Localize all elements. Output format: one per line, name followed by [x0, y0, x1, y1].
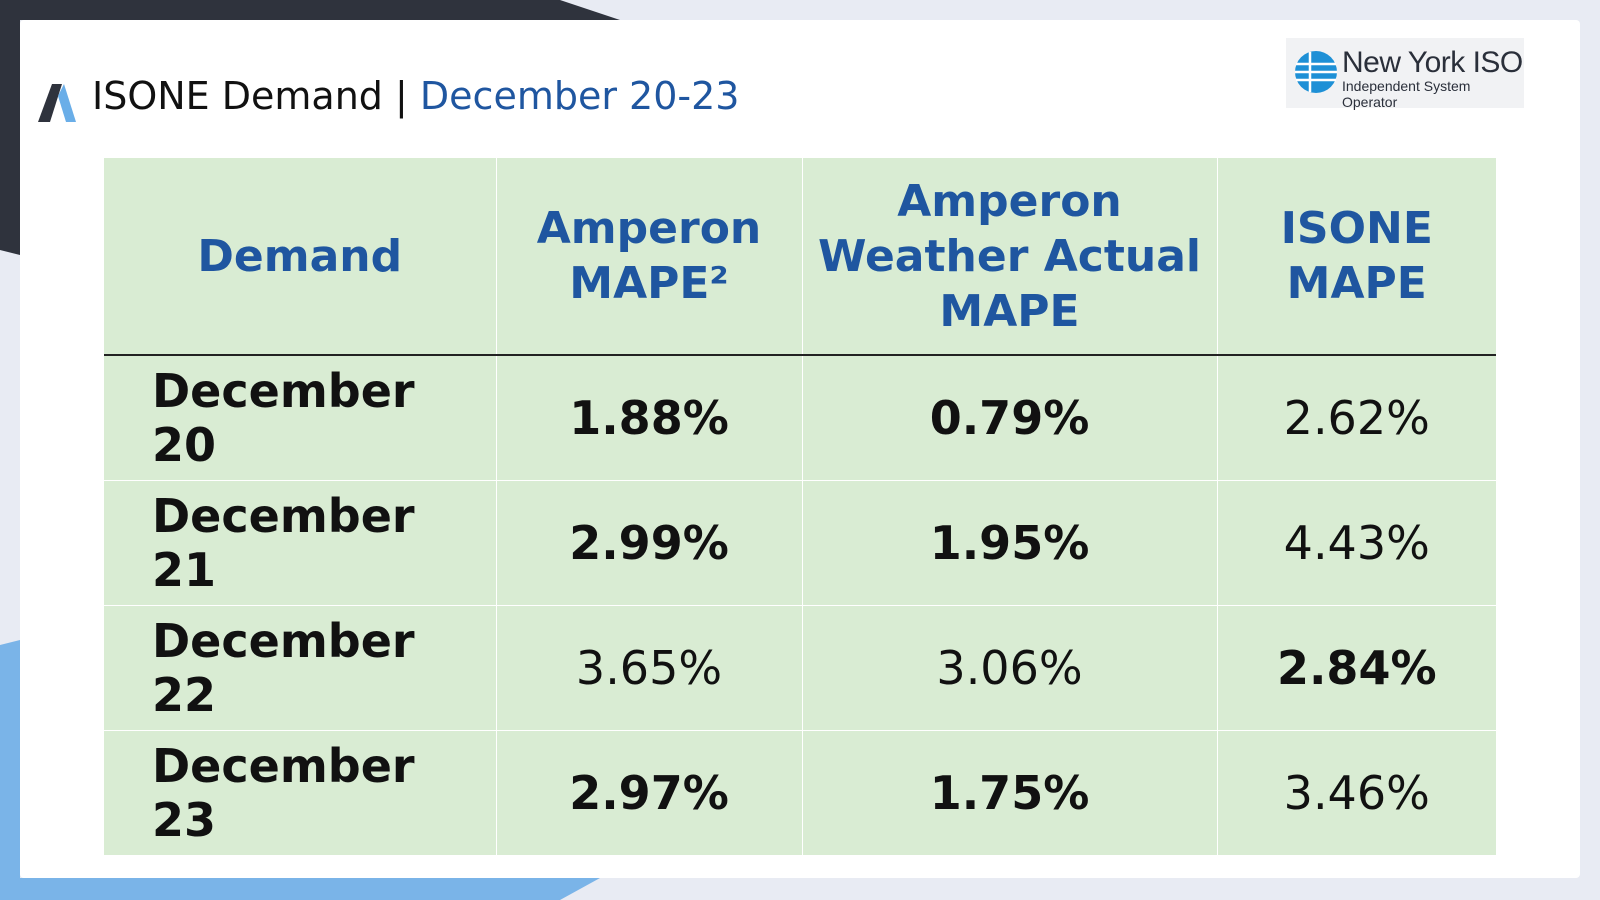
cell: 4.43%: [1216, 480, 1496, 606]
cell: 3.06%: [801, 605, 1217, 731]
table-row: December 22 3.65% 3.06% 2.84%: [104, 605, 1496, 731]
row-label: December 23: [104, 730, 496, 855]
logo: New York ISO Independent System Operator: [1286, 38, 1524, 110]
cell: 2.97%: [495, 730, 802, 855]
column-header: ISONE MAPE: [1216, 158, 1496, 356]
cell: 0.79%: [801, 354, 1217, 481]
table-row: December 21 2.99% 1.95% 4.43%: [104, 480, 1496, 606]
slide-title: ISONE Demand | December 20-23: [92, 74, 739, 118]
cell: 2.84%: [1216, 605, 1496, 731]
table-body: December 20 1.88% 0.79% 2.62% December 21 2.9…: [104, 354, 1496, 855]
row-label: December 22: [104, 605, 496, 731]
subtitle: December 20-23: [419, 74, 740, 118]
column-header: Demand: [104, 158, 496, 356]
header-row: Demand Amperon MAPE² Amperon Weather Actua…: [104, 158, 1496, 356]
cell: 3.65%: [495, 605, 802, 731]
cell: 2.99%: [495, 480, 802, 606]
title: ISONE Demand: [92, 74, 383, 118]
amperon-icon: [38, 84, 76, 122]
table-row: December 23 2.97% 1.75% 3.46%: [104, 730, 1496, 855]
column-header: Amperon MAPE²: [495, 158, 802, 356]
cell: 1.88%: [495, 354, 802, 481]
table-row: December 20 1.88% 0.79% 2.62%: [104, 354, 1496, 481]
column-header: Amperon Weather Actual MAPE: [801, 158, 1217, 356]
data-table: Demand Amperon MAPE² Amperon Weather Actua…: [104, 158, 1496, 855]
row-label: December 20: [104, 354, 496, 481]
cell: 3.46%: [1216, 730, 1496, 855]
cell: 2.62%: [1216, 354, 1496, 481]
logo-name: New York ISO: [1342, 46, 1523, 79]
cell: 1.75%: [801, 730, 1217, 855]
logo-tagline: Independent System Operator: [1342, 78, 1471, 110]
separator: |: [395, 74, 408, 118]
cell: 1.95%: [801, 480, 1217, 606]
logo-globe: [1295, 51, 1337, 93]
row-label: December 21: [104, 480, 496, 606]
